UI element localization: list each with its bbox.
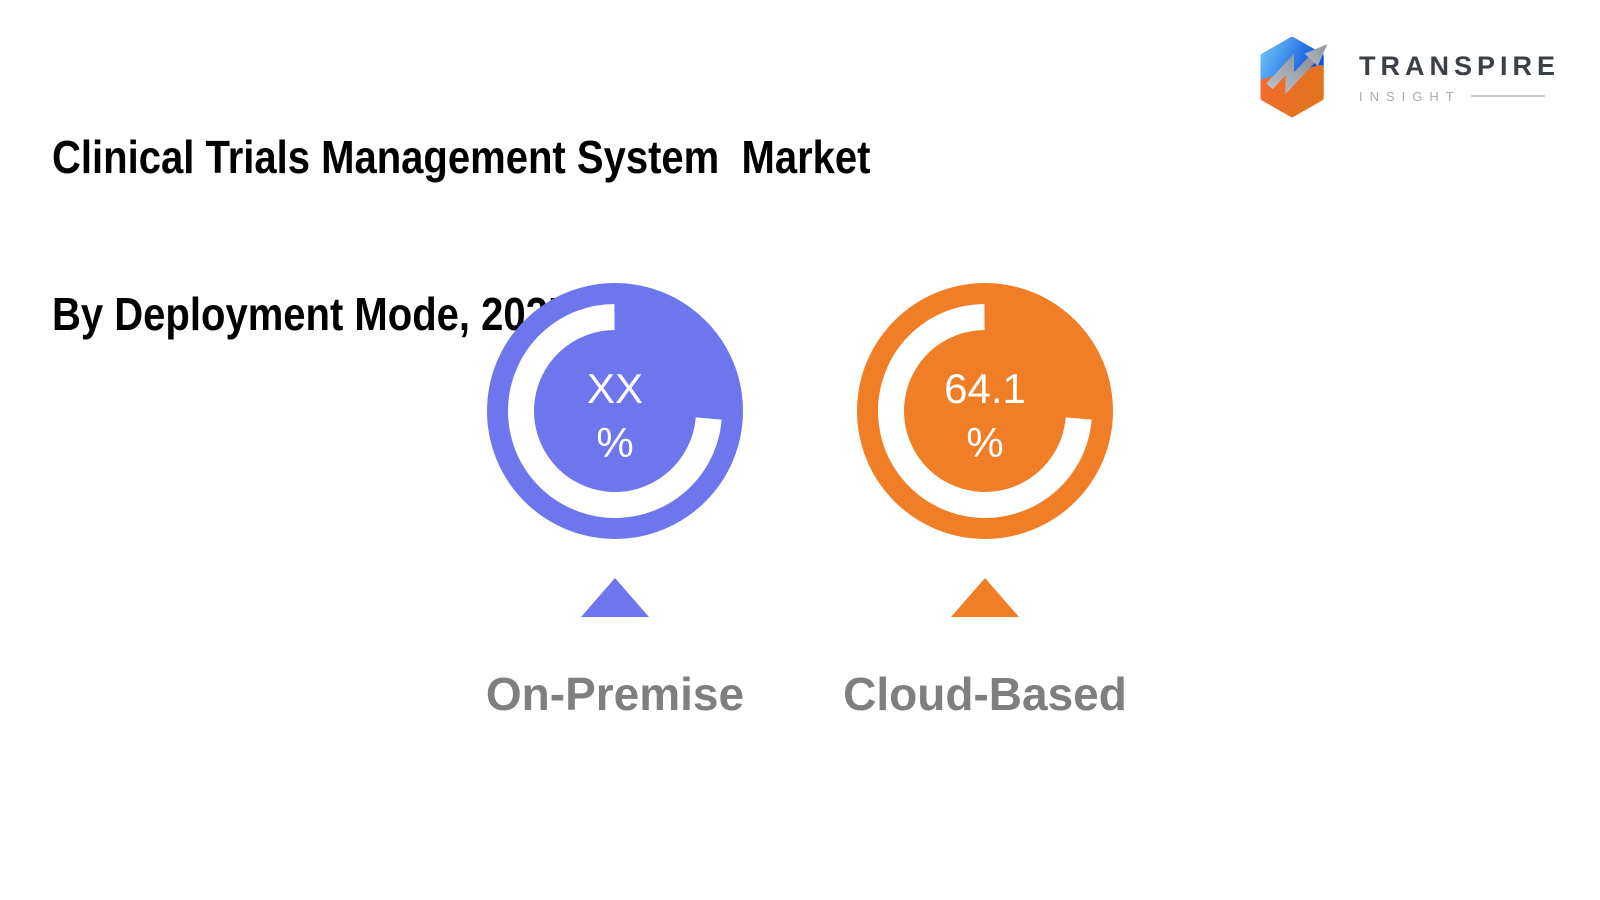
brand-logo-text: TRANSPIRE INSIGHT [1359, 51, 1560, 104]
cloud-based-donut-svg [857, 283, 1113, 539]
logo-rule [1470, 95, 1545, 97]
brand-logo-icon [1260, 36, 1328, 118]
logo-zigzag-arrow-icon [1266, 53, 1315, 95]
chart-area: XX % On-Premise 64.1 % Cloud-Based [0, 283, 1600, 721]
percent-value: XX [586, 365, 644, 413]
cloud-based-donut: 64.1 % [857, 283, 1113, 539]
brand-subtitle-row: INSIGHT [1359, 89, 1560, 104]
on-premise-value: XX % [487, 283, 743, 539]
chart-cloud-based: 64.1 % Cloud-Based [800, 283, 1170, 721]
on-premise-donut-svg [487, 283, 743, 539]
cloud-based-label: Cloud-Based [843, 668, 1127, 720]
brand-name: TRANSPIRE [1358, 50, 1560, 81]
title-line-2: By Deployment Mode, 2025 [52, 288, 571, 341]
on-premise-label: On-Premise [485, 668, 745, 720]
page-title: Clinical Trials Management System Market… [52, 26, 871, 393]
percent-unit: % [966, 419, 1004, 466]
title-line-1: Clinical Trials Management System Market [52, 130, 871, 183]
cloud-based-value: 64.1 % [857, 283, 1113, 539]
brand-subtitle: INSIGHT [1358, 88, 1461, 104]
percent-unit: % [596, 419, 634, 466]
on-premise-pointer-triangle [581, 578, 649, 617]
brand-logo: TRANSPIRE INSIGHT [1257, 36, 1560, 118]
on-premise-donut: XX % [487, 283, 743, 539]
chart-on-premise: XX % On-Premise [430, 283, 800, 721]
logo-arrowhead-icon [1304, 44, 1328, 67]
percent-value: 64.1 [944, 365, 1026, 413]
cloud-based-pointer-triangle [951, 578, 1019, 617]
